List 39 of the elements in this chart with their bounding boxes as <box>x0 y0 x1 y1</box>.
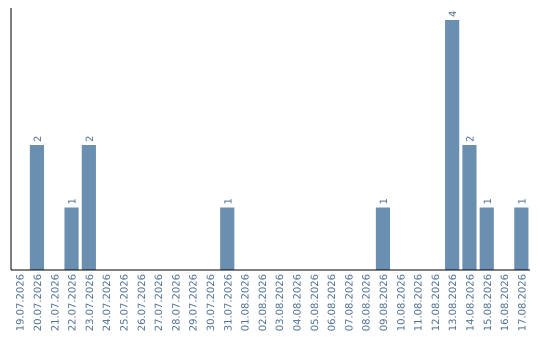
x-tick-label: 04.08.2026 <box>292 274 304 332</box>
x-tick-label: 24.07.2026 <box>102 274 114 332</box>
data-label: 2 <box>84 136 96 142</box>
data-label: 2 <box>32 136 44 142</box>
x-tick-label: 26.07.2026 <box>136 274 148 332</box>
x-tick-label: 11.08.2026 <box>414 274 425 332</box>
x-tick-label: 13.08.2026 <box>448 274 460 332</box>
data-label: 2 <box>465 136 476 142</box>
x-tick-label: 28.07.2026 <box>171 274 182 332</box>
x-tick-label: 27.07.2026 <box>154 274 166 332</box>
data-label: 1 <box>482 198 494 204</box>
x-tick-label: 29.07.2026 <box>188 274 200 332</box>
x-tick-label: 17.08.2026 <box>517 274 528 332</box>
x-tick-label: 30.07.2026 <box>206 274 217 332</box>
x-tick-label: 23.07.2026 <box>84 274 96 332</box>
x-tick-label: 22.07.2026 <box>68 274 79 332</box>
x-tick-label: 08.08.2026 <box>362 274 373 332</box>
x-tick-label: 05.08.2026 <box>310 274 321 332</box>
x-tick-label: 07.08.2026 <box>344 274 356 332</box>
x-tick-label: 31.07.2026 <box>223 274 234 332</box>
data-label: 1 <box>378 198 390 204</box>
data-label: 1 <box>223 198 234 204</box>
x-tick-label: 15.08.2026 <box>482 274 494 332</box>
x-tick-label: 01.08.2026 <box>240 274 252 332</box>
x-tick-label: 02.08.2026 <box>258 274 269 332</box>
x-tick-label: 21.07.2026 <box>50 274 62 332</box>
x-tick-label: 14.08.2026 <box>465 274 476 332</box>
data-label: 1 <box>68 198 79 204</box>
x-tick-label: 20.07.2026 <box>32 274 44 332</box>
x-tick-label: 16.08.2026 <box>500 274 512 332</box>
x-tick-label: 25.07.2026 <box>119 274 130 332</box>
x-tick-label: 03.08.2026 <box>275 274 286 332</box>
x-tick-label: 12.08.2026 <box>430 274 442 332</box>
x-tick-label: 09.08.2026 <box>378 274 390 332</box>
data-label: 1 <box>517 198 528 204</box>
x-tick-label: 19.07.2026 <box>16 274 27 332</box>
x-tick-label: 10.08.2026 <box>396 274 408 332</box>
x-tick-label: 06.08.2026 <box>327 274 338 332</box>
data-label: 4 <box>448 10 460 17</box>
